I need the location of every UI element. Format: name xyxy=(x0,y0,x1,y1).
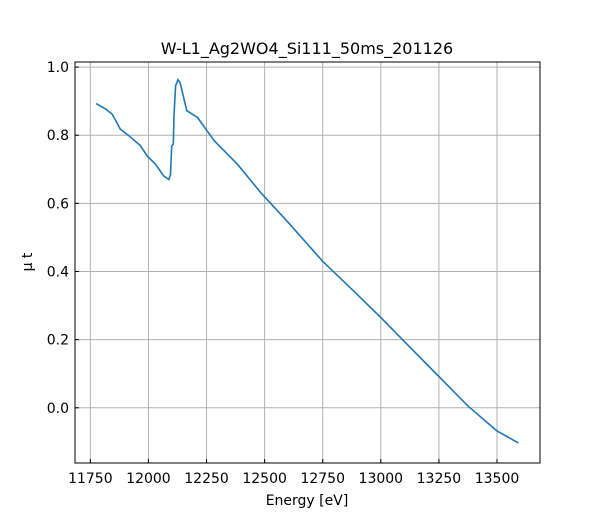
x-tick-label: 13500 xyxy=(475,471,520,487)
x-tick-label: 12500 xyxy=(242,471,287,487)
x-tick-label: 11750 xyxy=(68,471,113,487)
y-axis-label: μ t xyxy=(20,252,36,271)
y-tick-label: 0.8 xyxy=(47,128,69,144)
x-tick-label: 13000 xyxy=(359,471,404,487)
y-tick-label: 0.2 xyxy=(47,333,69,349)
x-axis-label: Energy [eV] xyxy=(266,493,349,509)
y-tick-label: 0.0 xyxy=(47,401,69,417)
x-tick-label: 13250 xyxy=(417,471,462,487)
y-tick-label: 0.4 xyxy=(47,265,69,281)
x-tick-label: 12750 xyxy=(300,471,345,487)
y-tick-label: 1.0 xyxy=(47,60,69,76)
x-tick-label: 12000 xyxy=(126,471,171,487)
y-tick-label: 0.6 xyxy=(47,196,69,212)
ticks: 11750 12000 12250 12500 12750 13000 13250 13500… xyxy=(47,60,520,487)
plot-frame xyxy=(74,61,541,464)
chart-title: W-L1_Ag2WO4_Si111_50ms_201126 xyxy=(161,39,453,59)
series-line-mu-t xyxy=(95,78,519,444)
grid-lines xyxy=(75,62,540,463)
x-tick-label: 12250 xyxy=(184,471,229,487)
